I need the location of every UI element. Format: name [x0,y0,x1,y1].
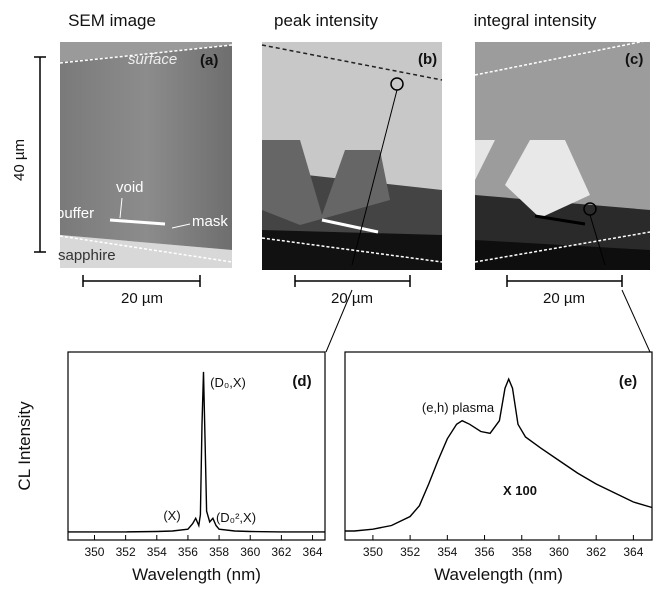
panel-label: (a) [200,52,218,69]
x-tick-label: 364 [623,545,643,559]
scale-label: 40 µm [11,139,28,181]
scale-bar [83,275,200,287]
x-tick-label: 358 [209,545,229,559]
x-tick-label: 356 [475,545,495,559]
scale-bar [34,57,46,252]
annotation: (e,h) plasma [422,400,495,415]
x-tick-label: 360 [549,545,569,559]
x-tick-label: 350 [363,545,383,559]
x-axis-label: Wavelength (nm) [132,565,261,584]
cl-image [475,40,650,270]
figure: SEM image surface (a) void buffer mask s… [0,0,656,592]
annotation: X 100 [503,483,537,498]
panel-title: integral intensity [474,11,597,30]
panel-title: SEM image [68,11,156,30]
scale-label: 20 µm [121,290,163,307]
spectrum-line [68,372,325,532]
panel-label: (e) [619,373,637,390]
annotation: void [116,179,144,196]
annotation: mask [192,213,228,230]
plot-frame [68,352,325,540]
annotation: buffer [56,205,94,222]
x-tick-label: 352 [400,545,420,559]
annotation: (D₀²,X) [216,510,256,525]
x-tick-label: 352 [116,545,136,559]
x-tick-label: 362 [586,545,606,559]
cl-image [262,42,442,270]
y-axis-label: CL Intensity [15,401,34,491]
panel-title: peak intensity [274,11,378,30]
x-tick-label: 354 [437,545,457,559]
scale-label: 20 µm [543,290,585,307]
x-tick-label: 364 [303,545,323,559]
x-tick-label: 350 [84,545,104,559]
x-tick-label: 356 [178,545,198,559]
spectrum-line [345,379,652,531]
panel-label: (c) [625,51,643,68]
sem-image [60,42,232,268]
x-axis-label: Wavelength (nm) [434,565,563,584]
scale-bar [295,275,410,287]
annotation: surface [128,51,177,68]
panel-label: (d) [292,373,311,390]
annotation: sapphire [58,247,116,264]
x-tick-label: 362 [271,545,291,559]
annotation: (X) [163,508,180,523]
plot-frame [345,352,652,540]
x-tick-label: 358 [512,545,532,559]
scale-label: 20 µm [331,290,373,307]
annotation: (D₀,X) [210,375,246,390]
panel-label: (b) [418,51,437,68]
scale-bar [507,275,622,287]
x-tick-label: 354 [147,545,167,559]
x-tick-label: 360 [240,545,260,559]
